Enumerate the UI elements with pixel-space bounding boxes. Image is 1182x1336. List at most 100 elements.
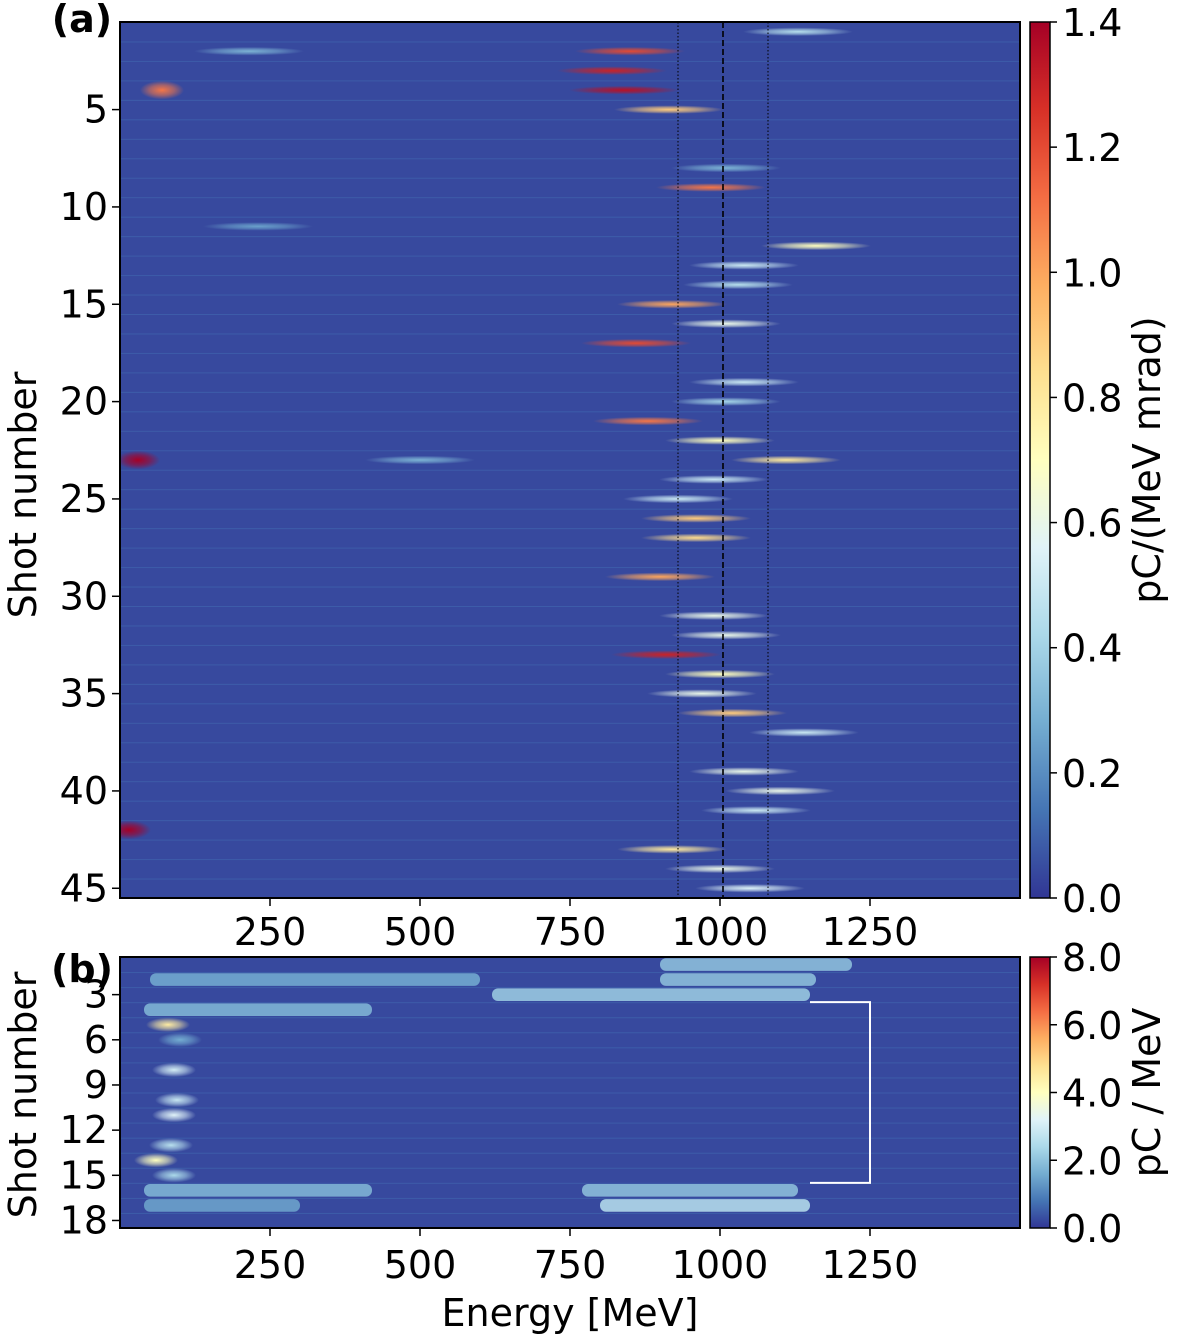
spectral-peak [614, 105, 724, 114]
shot-row-edge [120, 177, 1020, 179]
spectral-peak [659, 611, 769, 621]
shot-row-edge [120, 1167, 1020, 1169]
shot-row-edge [120, 800, 1020, 802]
panel-label: (b) [51, 947, 113, 991]
signal-band [660, 958, 852, 971]
spectral-peak [689, 767, 799, 776]
signal-band [492, 988, 810, 1001]
spectral-peak [701, 806, 811, 815]
x-tick-label: 750 [534, 1243, 607, 1287]
y-tick-label: 6 [84, 1018, 108, 1062]
colorbar-tick-label: 8.0 [1062, 936, 1122, 980]
spectral-peak [665, 864, 775, 874]
y-tick-label: 20 [60, 380, 108, 424]
colorbar-tick-label: 2.0 [1062, 1139, 1122, 1183]
low-energy-spot [158, 1032, 202, 1048]
shot-row-edge [120, 567, 1020, 569]
shot-row-edge [120, 352, 1020, 354]
y-tick-label: 5 [84, 88, 108, 132]
low-energy-spot [140, 80, 184, 100]
spectral-peak [671, 163, 781, 173]
shot-row-edge [120, 1047, 1020, 1049]
shot-row-edge [120, 216, 1020, 218]
shot-row-edge [120, 138, 1020, 140]
x-tick-label: 250 [234, 910, 307, 954]
y-tick-label: 10 [60, 185, 108, 229]
heatmap-marks [120, 22, 871, 898]
spectral-peak [665, 436, 775, 445]
y-tick-label: 25 [60, 477, 108, 521]
colorbar-tick-label: 0.8 [1062, 376, 1122, 420]
low-energy-spot [120, 450, 160, 470]
shot-row-edge [120, 781, 1020, 783]
spectral-peak [689, 377, 799, 387]
shot-row-edge [120, 1002, 1020, 1004]
spectral-peak [725, 786, 835, 796]
y-tick-label: 3 [84, 973, 108, 1017]
signal-band [582, 1184, 798, 1197]
shot-row-edge [120, 1197, 1020, 1199]
colorbar-tick-label: 1.2 [1062, 126, 1122, 170]
shot-row-edge [120, 255, 1020, 257]
shot-row-edge [120, 489, 1020, 491]
y-tick-label: 18 [60, 1198, 108, 1242]
shot-row-edge [120, 314, 1020, 315]
shot-row-edge [120, 333, 1020, 335]
y-axis-label: Shot number [1, 971, 45, 1218]
spectral-peak [575, 46, 685, 56]
x-tick-label: 1250 [822, 1243, 919, 1287]
x-tick-label: 1000 [672, 1243, 769, 1287]
spectral-peak [581, 338, 691, 348]
signal-band [660, 973, 816, 986]
shot-row-edge [120, 1077, 1020, 1079]
spectral-peak [647, 689, 757, 698]
spectral-peak [641, 533, 751, 543]
shot-row-edge [120, 508, 1020, 510]
shot-row-edge [120, 1017, 1020, 1019]
spectral-peak [656, 183, 766, 192]
shot-row-edge [120, 411, 1020, 413]
colorbar-scale [1029, 956, 1051, 1229]
y-tick-label: 35 [60, 672, 108, 716]
spectral-peak [611, 650, 721, 659]
spectral-peak [665, 669, 775, 679]
y-tick-label: 40 [60, 769, 108, 813]
spectral-peak [605, 572, 715, 582]
x-tick-label: 250 [234, 1243, 307, 1287]
shot-row-edge [120, 722, 1020, 724]
shot-row-edge [120, 450, 1020, 452]
low-energy-spot [152, 1107, 196, 1123]
x-tick-label: 500 [384, 910, 457, 954]
spectral-peak [689, 261, 799, 270]
shot-row-edge [120, 664, 1020, 666]
colorbar-tick-label: 0.0 [1062, 877, 1122, 921]
low-energy-spot [155, 1092, 199, 1108]
x-tick-label: 750 [534, 910, 607, 954]
colorbar-tick-label: 1.0 [1062, 251, 1122, 295]
signal-band [144, 1199, 300, 1212]
spectral-peak [695, 883, 805, 893]
spectral-peak [593, 416, 703, 426]
shot-row-edge [120, 80, 1020, 82]
shot-row-edge [120, 972, 1020, 974]
colorbar-label: pC / MeV [1125, 1008, 1169, 1178]
spectral-peak [683, 280, 793, 290]
colorbar: 0.0 2.0 4.0 6.0 8.0pC / MeV [1029, 936, 1169, 1251]
shot-row-edge [120, 839, 1020, 841]
spectral-peak [671, 397, 781, 406]
shot-row-edge [120, 859, 1020, 861]
shot-row-edge [120, 236, 1020, 238]
x-tick-label: 500 [384, 1243, 457, 1287]
heatmap-background [120, 22, 1020, 898]
shot-row-edge [120, 60, 1020, 62]
low-energy-spot [134, 1153, 178, 1168]
y-tick-label: 12 [60, 1108, 108, 1152]
spectral-peak [677, 708, 787, 718]
shot-row-edge [120, 1062, 1020, 1064]
colorbar-tick-label: 0.0 [1062, 1207, 1122, 1251]
shot-row-edge [120, 1032, 1020, 1034]
y-tick-label: 45 [60, 866, 108, 910]
y-tick-label: 9 [84, 1063, 108, 1107]
